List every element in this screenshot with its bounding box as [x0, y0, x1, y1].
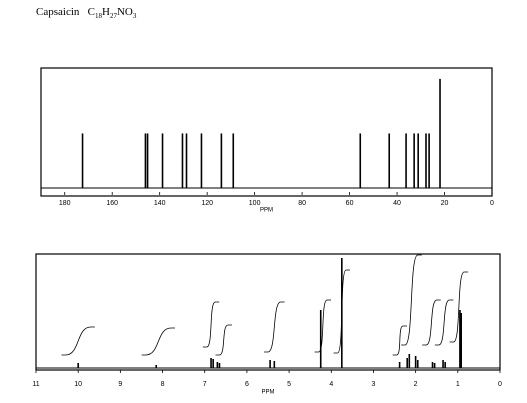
- integral-curve: [215, 324, 232, 356]
- x-tick-label: 160: [106, 200, 118, 207]
- formula-count: 3: [132, 12, 137, 21]
- x-tick-label: 6: [245, 381, 249, 388]
- integral-curve: [392, 325, 407, 356]
- integral-curve: [422, 299, 441, 346]
- x-tick-label: 7: [203, 381, 207, 388]
- x-tick-label: 3: [372, 381, 376, 388]
- integral-curve: [401, 254, 422, 346]
- integral-curve: [434, 299, 454, 346]
- x-tick-label: 40: [393, 200, 401, 207]
- integral-curve: [314, 299, 332, 353]
- x-tick-label: 100: [249, 200, 261, 207]
- x-tick-label: 120: [201, 200, 213, 207]
- x-axis-label: PPM: [260, 208, 273, 214]
- x-tick-label: 9: [118, 381, 122, 388]
- header: Capsaicin C18H27NO3: [36, 6, 136, 20]
- formula: C18H27NO3: [87, 6, 137, 21]
- formula-element: H: [101, 6, 110, 18]
- formula-element: C: [87, 6, 95, 18]
- x-tick-label: 1: [456, 381, 460, 388]
- x-tick-label: 11: [32, 381, 39, 388]
- x-tick-label: 2: [414, 381, 418, 388]
- plot-frame: [40, 67, 493, 197]
- x-tick-label: 5: [287, 381, 291, 388]
- formula-count: 27: [109, 12, 117, 21]
- plot-frame: [35, 253, 501, 371]
- x-tick-label: 10: [74, 381, 82, 388]
- integral-curve: [449, 271, 469, 343]
- integral-curve: [141, 327, 175, 356]
- x-tick-label: 4: [329, 381, 333, 388]
- x-tick-label: 20: [441, 200, 449, 207]
- integral-curve: [333, 269, 351, 354]
- title: Capsaicin: [36, 6, 80, 18]
- formula-element: NO: [116, 6, 133, 18]
- integral-curve: [202, 301, 220, 348]
- x-tick-label: 180: [59, 200, 71, 207]
- x-tick-label: 8: [161, 381, 165, 388]
- x-tick-label: 0: [490, 200, 494, 207]
- x-axis-label: PPM: [261, 390, 274, 396]
- x-tick-label: 80: [298, 200, 306, 207]
- x-tick-label: 60: [346, 200, 354, 207]
- integral-curve: [264, 301, 285, 353]
- x-tick-label: 0: [498, 381, 502, 388]
- formula-count: 18: [94, 12, 102, 21]
- integral-curve: [61, 326, 95, 356]
- x-tick-label: 140: [154, 200, 166, 207]
